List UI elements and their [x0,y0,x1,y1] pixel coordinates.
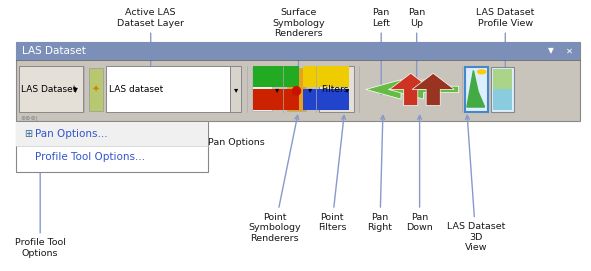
FancyBboxPatch shape [230,66,241,112]
Text: ●: ● [291,83,301,96]
Text: ▾: ▾ [275,85,279,94]
FancyBboxPatch shape [465,67,488,112]
Text: ▾: ▾ [73,85,77,94]
Polygon shape [388,80,459,99]
Text: ✦: ✦ [92,85,100,94]
Text: Point
Symbology
Renderers: Point Symbology Renderers [248,115,301,243]
Text: Filters: Filters [322,85,349,94]
Text: Pan
Down: Pan Down [406,115,433,232]
FancyBboxPatch shape [16,42,580,60]
Text: ⊕⊕⊕|: ⊕⊕⊕| [21,115,38,121]
Text: ▾: ▾ [308,85,312,94]
Text: LAS Dataset
Profile View: LAS Dataset Profile View [476,8,534,95]
Text: ▼: ▼ [548,46,554,55]
Text: LAS Dataset: LAS Dataset [22,46,86,56]
FancyBboxPatch shape [253,89,299,110]
Text: ⊞: ⊞ [24,129,32,139]
FancyBboxPatch shape [253,66,299,87]
Circle shape [478,70,486,74]
FancyBboxPatch shape [319,66,354,112]
Text: Profile Tool Options...: Profile Tool Options... [35,152,145,162]
Text: LAS Dataset
3D
View: LAS Dataset 3D View [447,115,505,252]
FancyBboxPatch shape [16,122,208,172]
Text: LAS dataset: LAS dataset [109,85,164,94]
FancyBboxPatch shape [493,89,512,110]
Text: LAS Dataset: LAS Dataset [21,85,76,94]
Polygon shape [389,73,432,105]
Text: ✕: ✕ [566,46,573,55]
FancyBboxPatch shape [16,42,580,121]
Text: Point
Filters: Point Filters [318,115,346,232]
Text: Pan
Right: Pan Right [368,115,392,232]
Text: Pan
Up: Pan Up [408,8,426,95]
Polygon shape [412,73,454,106]
FancyBboxPatch shape [16,122,208,146]
FancyBboxPatch shape [252,68,272,111]
FancyBboxPatch shape [303,66,349,87]
FancyBboxPatch shape [287,68,306,111]
FancyBboxPatch shape [303,89,349,110]
FancyBboxPatch shape [19,66,83,112]
Text: Pan
Left: Pan Left [372,8,390,95]
Text: Active LAS
Dataset Layer: Active LAS Dataset Layer [117,8,184,95]
FancyBboxPatch shape [491,67,514,112]
FancyBboxPatch shape [106,66,230,112]
Text: Surface
Symbology
Renderers: Surface Symbology Renderers [272,8,325,95]
Text: ▾: ▾ [345,85,349,94]
Text: Pan Options: Pan Options [167,138,265,147]
Polygon shape [366,80,436,99]
Polygon shape [467,70,485,107]
Text: ▾: ▾ [233,85,238,94]
Text: Profile Tool
Options: Profile Tool Options [15,164,66,258]
FancyBboxPatch shape [493,69,512,89]
FancyBboxPatch shape [89,68,103,111]
Text: Pan Options...: Pan Options... [35,129,108,139]
